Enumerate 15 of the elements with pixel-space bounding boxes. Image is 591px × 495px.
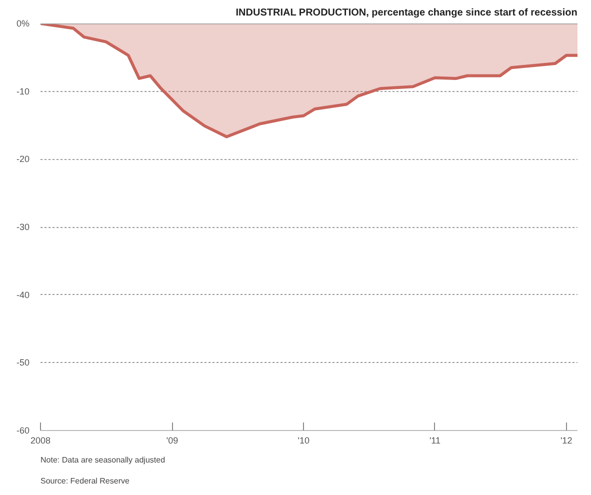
y-tick-label: -50: [16, 358, 30, 368]
source-note: Source: Federal Reserve: [40, 476, 130, 486]
y-tick-label: 0%: [16, 18, 30, 28]
x-tick-label: '11: [429, 436, 441, 446]
x-tick-label: '12: [560, 436, 572, 446]
chart-title: INDUSTRIAL PRODUCTION, percentage change since start of recession: [236, 8, 578, 18]
x-tick-label: 2008: [30, 436, 51, 446]
y-tick-label: -20: [16, 154, 30, 164]
y-tick-label: -30: [16, 222, 30, 232]
y-tick-label: -10: [16, 86, 30, 96]
x-tick-label: '10: [298, 436, 310, 446]
y-tick-label: -60: [16, 426, 30, 436]
x-tick-label: '09: [166, 436, 178, 446]
text: Note: Data are seasonally adjusted: [40, 456, 166, 464]
y-tick-label: -40: [16, 290, 30, 300]
